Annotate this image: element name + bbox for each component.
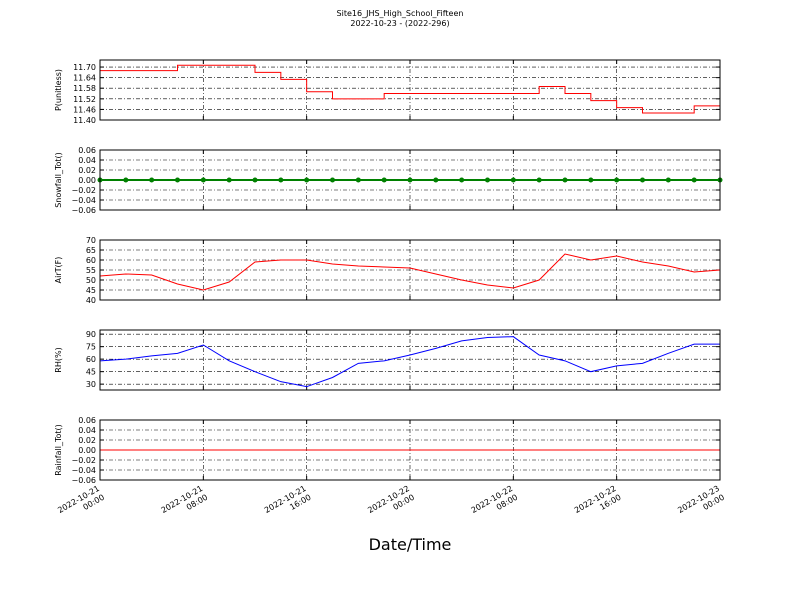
y-tick-label: 45 xyxy=(86,368,96,377)
y-tick-label: 60 xyxy=(86,355,96,364)
plot-frame xyxy=(99,329,721,391)
data-point xyxy=(588,177,594,183)
y-tick-label: 0.00 xyxy=(78,176,96,185)
y-tick-label: 0.02 xyxy=(78,436,96,445)
y-tick-label: 11.52 xyxy=(73,95,96,104)
y-tick-label: 0.00 xyxy=(78,446,96,455)
plot-frame xyxy=(99,59,721,121)
y-tick-label: 0.02 xyxy=(78,166,96,175)
plot-frame xyxy=(99,419,721,481)
y-tick-label: 0.04 xyxy=(78,156,96,165)
y-axis-label: RH(%) xyxy=(54,347,63,372)
data-point xyxy=(252,177,258,183)
y-tick-label: 40 xyxy=(86,296,96,305)
y-tick-label: 0.06 xyxy=(78,146,96,155)
data-point xyxy=(330,177,335,183)
y-tick-label: 50 xyxy=(86,276,96,285)
y-tick-label: 11.64 xyxy=(73,74,96,83)
y-tick-label: −0.04 xyxy=(71,196,96,205)
data-line xyxy=(100,64,720,114)
y-tick-label: −0.06 xyxy=(71,206,96,215)
y-axis-label: P(unitless) xyxy=(54,69,63,111)
data-point xyxy=(691,177,697,183)
data-point xyxy=(536,177,542,183)
y-tick-label: −0.02 xyxy=(71,186,96,195)
data-point xyxy=(614,177,620,183)
data-point xyxy=(640,177,645,183)
data-point xyxy=(459,177,465,183)
figure-title: Site16_JHS_High_School_Fifteen xyxy=(337,9,464,18)
y-tick-label: 65 xyxy=(86,246,96,255)
y-tick-label: 0.06 xyxy=(78,416,96,425)
plot-frame xyxy=(99,239,721,301)
y-tick-label: 90 xyxy=(86,330,96,339)
y-tick-label: 30 xyxy=(86,380,96,389)
data-point xyxy=(562,177,568,183)
y-axis-label: AirT(F) xyxy=(54,257,63,284)
y-tick-label: 70 xyxy=(86,236,96,245)
y-tick-label: 0.04 xyxy=(78,426,96,435)
data-point xyxy=(278,177,284,183)
data-point xyxy=(304,177,310,183)
data-point xyxy=(226,177,232,183)
y-tick-label: 60 xyxy=(86,256,96,265)
y-tick-label: 11.46 xyxy=(73,105,96,114)
data-point xyxy=(175,177,180,183)
data-point xyxy=(510,177,516,183)
y-tick-label: −0.04 xyxy=(71,466,96,475)
data-line xyxy=(99,336,720,388)
y-tick-label: 11.70 xyxy=(73,63,96,72)
data-point xyxy=(485,177,490,183)
data-point xyxy=(381,177,387,183)
y-tick-label: 55 xyxy=(86,266,96,275)
data-point xyxy=(407,177,413,183)
data-point xyxy=(123,177,129,183)
data-point xyxy=(149,177,155,183)
data-point xyxy=(433,177,439,183)
data-point xyxy=(665,177,671,183)
figure-subtitle: 2022-10-23 - (2022-296) xyxy=(350,19,449,28)
data-point xyxy=(355,177,361,183)
data-line xyxy=(99,253,721,291)
y-axis-label: Rainfall_Tot() xyxy=(54,424,63,476)
y-tick-label: −0.06 xyxy=(71,476,96,485)
y-axis-label: Snowfall_Tot() xyxy=(54,152,63,208)
y-tick-label: 75 xyxy=(86,343,96,352)
y-tick-label: 11.40 xyxy=(73,116,96,125)
data-point xyxy=(200,177,206,183)
y-tick-label: 45 xyxy=(86,286,96,295)
plot-frame xyxy=(99,149,721,211)
x-axis-label: Date/Time xyxy=(369,535,452,554)
y-tick-label: 11.58 xyxy=(73,84,96,93)
y-tick-label: −0.02 xyxy=(71,456,96,465)
